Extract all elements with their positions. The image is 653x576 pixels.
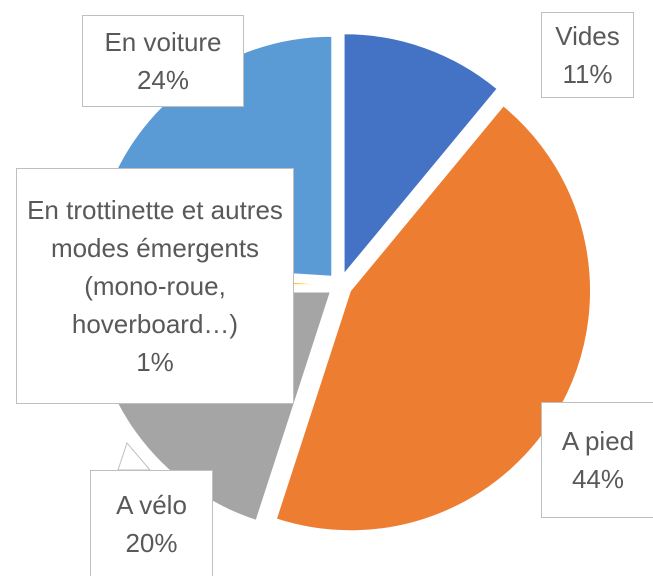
data-label: En voiture 24%: [82, 15, 244, 107]
value-label: 44%: [571, 464, 625, 494]
data-label: En trottinette et autres modes émergents…: [16, 168, 294, 404]
value-label: 1%: [136, 347, 174, 377]
callout-pointer: [117, 442, 152, 471]
value-label: 24%: [136, 65, 190, 95]
data-label: Vides 11%: [541, 12, 634, 98]
data-label: A pied 44%: [541, 402, 653, 518]
data-label: A vélo 20%: [90, 470, 213, 576]
category-label: En trottinette et autres modes émergents…: [27, 195, 283, 339]
value-label: 11%: [562, 59, 613, 89]
category-label: Vides: [555, 21, 620, 51]
category-label: A vélo: [116, 490, 187, 520]
category-label: A pied: [561, 426, 635, 456]
category-label: En voiture: [104, 27, 222, 57]
pie-slice: [343, 33, 498, 276]
value-label: 20%: [125, 528, 178, 558]
